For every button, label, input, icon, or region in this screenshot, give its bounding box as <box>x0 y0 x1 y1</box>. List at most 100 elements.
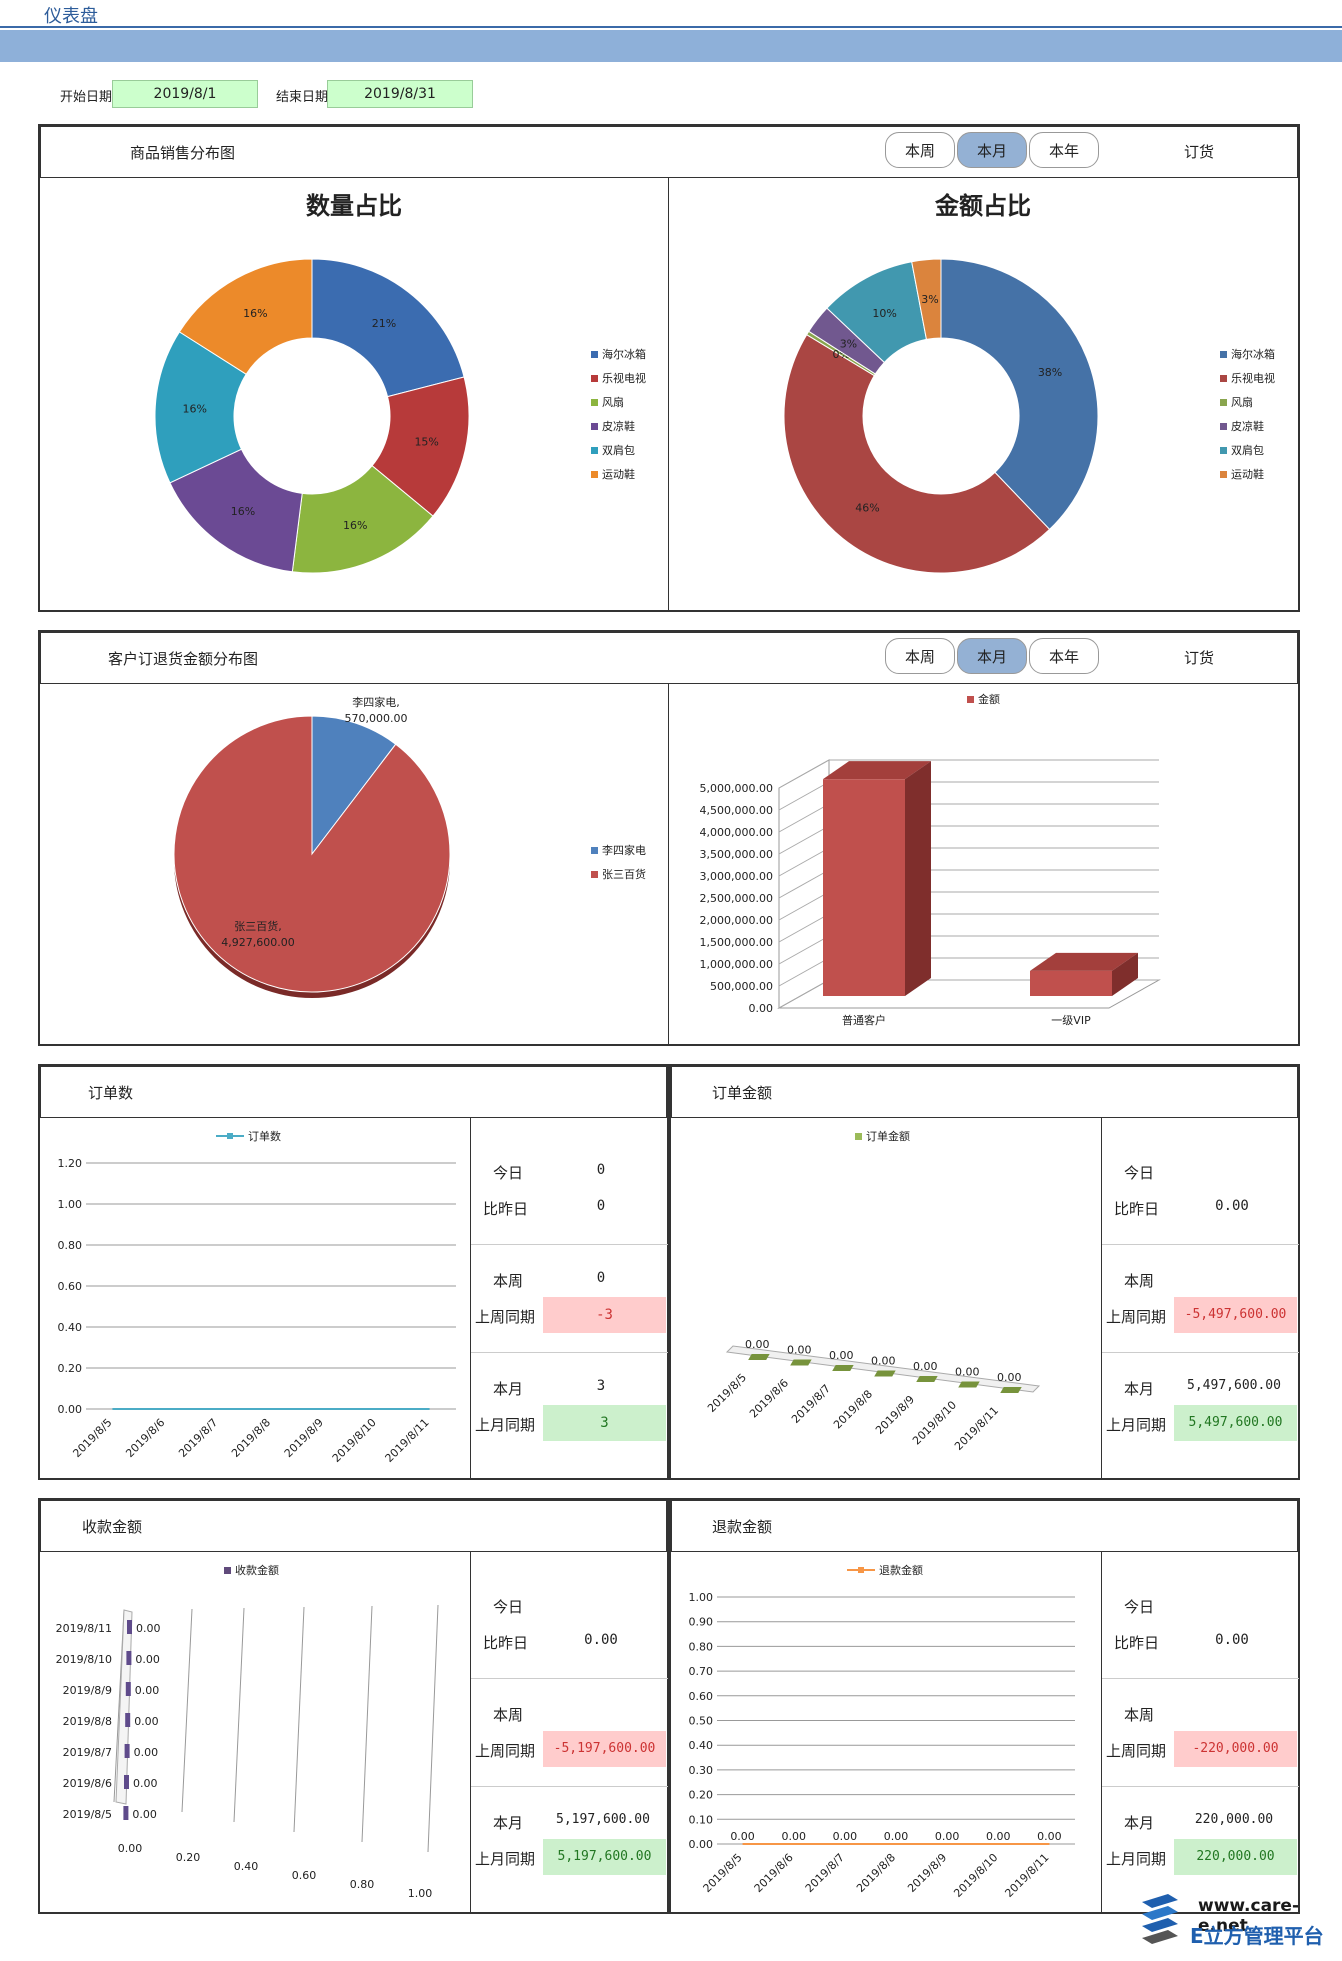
x-tick: 2019/8/9 <box>873 1393 917 1437</box>
x-tick: 2019/8/5 <box>70 1416 114 1460</box>
legend-swatch <box>591 471 598 478</box>
receipts-stats: 今日 比昨日 0.00 本周 上周同期 -5,197,600.00 本月 5,1… <box>470 1552 668 1912</box>
stat-today-value: 0 <box>596 1162 606 1178</box>
bar <box>126 1651 132 1665</box>
x-tick: 2019/8/8 <box>831 1387 875 1431</box>
legend-swatch <box>1220 447 1227 454</box>
stat-last-week-value: -220,000.00 <box>1174 1731 1297 1767</box>
grid-line <box>361 1605 373 1843</box>
legend-label: 海尔冰箱 <box>602 347 646 361</box>
pie-label: 张三百货, <box>234 919 282 933</box>
title-bar <box>0 0 1342 28</box>
grid-line <box>778 913 830 943</box>
orders-count-stats: 今日 0 比昨日 0 本周 0 上周同期 -3 本月 3 上月同期 3 <box>470 1118 668 1478</box>
customer-tab-week[interactable]: 本周 <box>885 638 955 674</box>
y-tick: 0.30 <box>689 1764 714 1777</box>
data-label: 0.00 <box>955 1366 980 1379</box>
legend-label: 退款金额 <box>879 1563 923 1577</box>
start-date-label: 开始日期 <box>60 90 113 105</box>
x-tick: 2019/8/11 <box>1002 1851 1051 1900</box>
end-date-field[interactable]: 2019/8/31 <box>327 80 473 108</box>
refunds-header <box>671 1500 1298 1552</box>
stat-vs-yesterday-label: 比昨日 <box>1114 1200 1160 1218</box>
legend-swatch <box>1220 471 1227 478</box>
stat-week-label: 本周 <box>493 1706 524 1724</box>
donut-slice <box>311 258 465 398</box>
sales-order-link[interactable]: 订货 <box>1184 143 1215 161</box>
customer-panel-title: 客户订退货金额分布图 <box>108 650 259 668</box>
stat-vs-yesterday-label: 比昨日 <box>483 1200 529 1218</box>
data-label: 0.00 <box>1037 1830 1062 1843</box>
slice-label: 10% <box>872 307 896 320</box>
stat-last-month-label: 上月同期 <box>475 1416 536 1434</box>
bar <box>823 779 905 996</box>
y-tick: 0.60 <box>689 1690 714 1703</box>
orders-amount-stats: 今日 比昨日 0.00 本周 上周同期 -5,497,600.00 本月 5,4… <box>1101 1118 1299 1478</box>
stat-vs-yesterday-value: 0.00 <box>1215 1198 1249 1214</box>
stat-vs-yesterday-value: 0.00 <box>584 1632 618 1648</box>
sales-tab-year[interactable]: 本年 <box>1029 132 1099 168</box>
y-tick: 2019/8/11 <box>56 1622 112 1635</box>
stat-separator <box>1102 1678 1299 1679</box>
bar <box>127 1620 132 1634</box>
receipts-title: 收款金额 <box>82 1518 143 1536</box>
y-tick: 2019/8/5 <box>63 1808 112 1821</box>
stat-vs-yesterday-label: 比昨日 <box>483 1634 529 1652</box>
donut-slice <box>154 331 247 484</box>
data-label: 0.00 <box>781 1830 806 1843</box>
stat-last-week-value: -5,197,600.00 <box>543 1731 666 1767</box>
bar-side <box>1112 952 1138 996</box>
customer-tab-year[interactable]: 本年 <box>1029 638 1099 674</box>
stat-separator <box>1102 1786 1299 1787</box>
stat-vs-yesterday-value: 0.00 <box>1215 1632 1249 1648</box>
stat-last-week-label: 上周同期 <box>1106 1742 1167 1760</box>
grid-line <box>778 825 830 855</box>
grid-line <box>293 1606 305 1833</box>
customer-tab-month[interactable]: 本月 <box>957 638 1027 674</box>
x-tick: 0.20 <box>176 1851 201 1864</box>
slice-label: 16% <box>183 403 207 416</box>
y-tick: 0.10 <box>689 1813 714 1826</box>
stat-last-month-value: 220,000.00 <box>1174 1839 1297 1875</box>
stat-vs-yesterday-value: 0 <box>596 1198 606 1214</box>
slice-label: 16% <box>343 519 367 532</box>
sales-tab-week[interactable]: 本周 <box>885 132 955 168</box>
data-label: 0.00 <box>833 1830 858 1843</box>
qty-chart-title: 数量占比 <box>306 192 402 220</box>
x-tick: 2019/8/9 <box>282 1416 326 1460</box>
grid-line <box>778 891 830 921</box>
customer-order-link[interactable]: 订货 <box>1184 649 1215 667</box>
y-tick: 3,000,000.00 <box>700 870 773 883</box>
x-tick: 2019/8/6 <box>123 1416 167 1460</box>
stat-last-week-label: 上周同期 <box>1106 1308 1167 1326</box>
sales-tab-month[interactable]: 本月 <box>957 132 1027 168</box>
x-tick: 2019/8/8 <box>854 1851 898 1895</box>
data-label: 0.00 <box>829 1349 854 1362</box>
y-tick: 4,500,000.00 <box>700 804 773 817</box>
legend-swatch <box>591 399 598 406</box>
legend-swatch <box>855 1133 862 1140</box>
start-date-field[interactable]: 2019/8/1 <box>112 80 258 108</box>
stat-last-month-label: 上月同期 <box>1106 1416 1167 1434</box>
legend-label: 李四家电 <box>602 843 646 857</box>
grid-line <box>181 1608 193 1813</box>
orders-amount-header <box>671 1066 1298 1118</box>
slice-label: 38% <box>1038 366 1062 379</box>
data-label: 0.00 <box>134 1715 159 1728</box>
legend-swatch <box>591 423 598 430</box>
data-label: 0.00 <box>730 1830 755 1843</box>
x-tick: 2019/8/11 <box>952 1404 1001 1453</box>
legend-swatch <box>591 375 598 382</box>
x-tick: 2019/8/10 <box>910 1398 959 1447</box>
bar <box>1030 970 1112 996</box>
data-label: 0.00 <box>935 1830 960 1843</box>
y-tick: 2019/8/10 <box>56 1653 112 1666</box>
legend-marker <box>227 1133 233 1139</box>
x-tick: 2019/8/11 <box>383 1416 432 1465</box>
stat-last-week-label: 上周同期 <box>475 1308 536 1326</box>
stat-month-label: 本月 <box>1124 1380 1155 1398</box>
slice-label: 46% <box>855 502 879 515</box>
